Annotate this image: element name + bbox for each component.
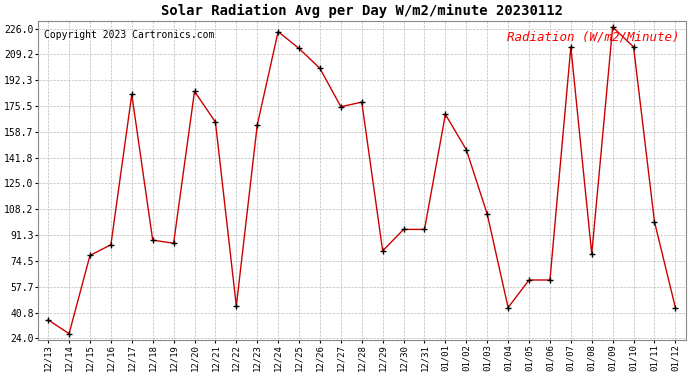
Text: Radiation (W/m2/Minute): Radiation (W/m2/Minute) (507, 30, 680, 44)
Title: Solar Radiation Avg per Day W/m2/minute 20230112: Solar Radiation Avg per Day W/m2/minute … (161, 4, 563, 18)
Text: Copyright 2023 Cartronics.com: Copyright 2023 Cartronics.com (44, 30, 215, 40)
